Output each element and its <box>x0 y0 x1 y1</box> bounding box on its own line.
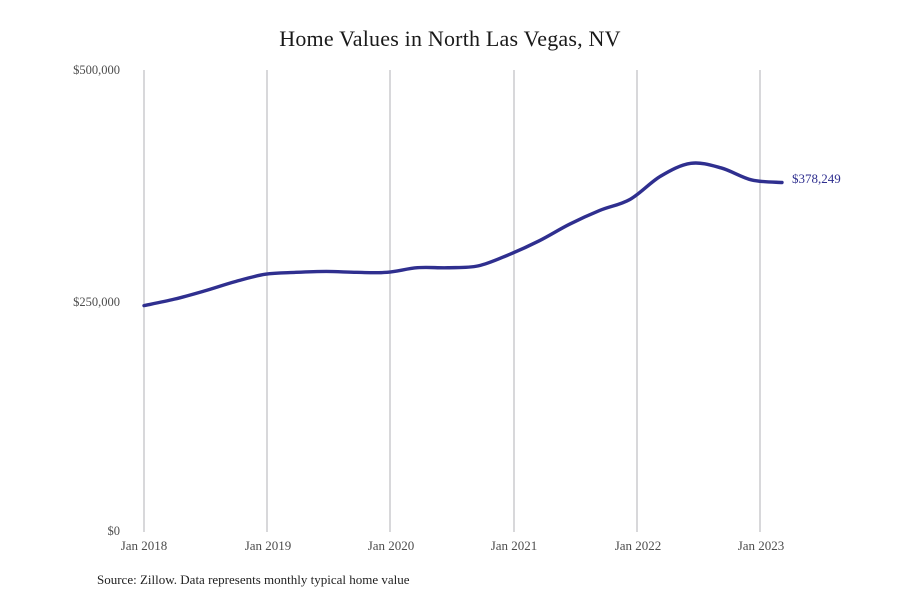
xtick-label-jan-2018: Jan 2018 <box>120 538 168 553</box>
xtick-label-jan-2023: Jan 2023 <box>737 538 785 553</box>
xtick-label-jan-2019: Jan 2019 <box>244 538 292 553</box>
xtick-label-jan-2022: Jan 2022 <box>614 538 662 553</box>
ytick-label-0: $0 <box>107 524 121 538</box>
xtick-label-jan-2021: Jan 2021 <box>490 538 538 553</box>
ytick-label-250000: $250,000 <box>73 295 120 309</box>
gridlines <box>143 70 761 532</box>
source-note: Source: Zillow. Data represents monthly … <box>97 572 410 587</box>
xtick-label-jan-2020: Jan 2020 <box>367 538 415 553</box>
end-value-annotation: $378,249 <box>792 171 841 186</box>
page-title: Home Values in North Las Vegas, NV <box>279 26 621 51</box>
data-series-line <box>142 161 784 308</box>
ytick-label-500000: $500,000 <box>73 63 120 77</box>
